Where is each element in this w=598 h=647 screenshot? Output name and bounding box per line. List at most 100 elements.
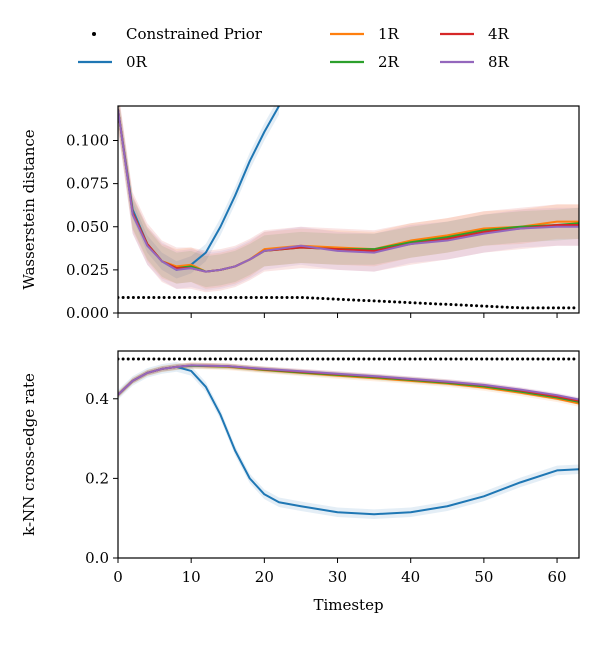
legend-label-constrained-prior: Constrained Prior	[126, 25, 263, 43]
prior-point	[413, 301, 417, 305]
band-1r	[118, 106, 579, 289]
prior-point	[316, 296, 320, 300]
prior-point	[557, 357, 561, 361]
prior-point	[439, 302, 443, 306]
prior-point	[495, 357, 499, 361]
prior-point	[249, 357, 253, 361]
prior-point	[331, 297, 335, 301]
prior-point	[352, 298, 356, 302]
prior-point	[254, 357, 258, 361]
prior-point	[377, 357, 381, 361]
prior-point	[326, 357, 330, 361]
prior-point	[131, 295, 135, 299]
prior-point	[341, 357, 345, 361]
prior-point	[464, 357, 468, 361]
prior-point	[352, 357, 356, 361]
plot-area	[118, 357, 579, 519]
prior-point	[557, 306, 561, 310]
prior-point	[521, 357, 525, 361]
prior-point	[490, 304, 494, 308]
prior-point	[280, 357, 284, 361]
legend-marker-constrained-prior	[92, 32, 96, 36]
prior-point	[459, 357, 463, 361]
x-tick-label: 20	[255, 568, 274, 586]
prior-point	[367, 299, 371, 303]
prior-point	[531, 306, 535, 310]
prior-point	[259, 295, 263, 299]
band-2r	[118, 362, 579, 405]
prior-point	[382, 357, 386, 361]
prior-point	[321, 297, 325, 301]
band-0r	[118, 362, 579, 519]
prior-point	[208, 357, 212, 361]
prior-point	[142, 357, 146, 361]
prior-point	[147, 357, 151, 361]
prior-point	[136, 295, 140, 299]
prior-point	[490, 357, 494, 361]
prior-point	[249, 295, 253, 299]
band-8r	[118, 362, 579, 402]
x-tick-label: 10	[182, 568, 201, 586]
prior-point	[208, 295, 212, 299]
prior-point	[239, 357, 243, 361]
prior-point	[372, 357, 376, 361]
prior-point	[121, 295, 125, 299]
prior-point	[485, 304, 489, 308]
prior-point	[516, 357, 520, 361]
legend-label-4r: 4R	[488, 25, 510, 43]
prior-point	[162, 295, 166, 299]
prior-point	[418, 357, 422, 361]
prior-point	[285, 295, 289, 299]
prior-point	[172, 295, 176, 299]
prior-point	[382, 299, 386, 303]
y-tick-label: 0.025	[66, 261, 109, 279]
prior-point	[362, 357, 366, 361]
prior-point	[300, 357, 304, 361]
prior-point	[321, 357, 325, 361]
prior-point	[162, 357, 166, 361]
prior-point	[300, 296, 304, 300]
prior-point	[126, 295, 130, 299]
prior-point	[357, 357, 361, 361]
y-axis-label: Wasserstein distance	[20, 129, 38, 289]
prior-point	[188, 357, 192, 361]
prior-point	[183, 295, 187, 299]
y-tick-label: 0.4	[85, 390, 109, 408]
prior-point	[177, 357, 181, 361]
prior-point	[280, 295, 284, 299]
y-tick-label: 0.075	[66, 175, 109, 193]
prior-point	[203, 357, 207, 361]
prior-point	[167, 295, 171, 299]
prior-point	[510, 305, 514, 309]
prior-point	[536, 306, 540, 310]
bottom-panel-knn: 0.0 0.2 0.4 0 10 20 30 40 50 60 k-NN cross-edge ra…	[20, 350, 580, 614]
prior-point	[403, 357, 407, 361]
prior-point	[377, 299, 381, 303]
prior-point	[526, 306, 530, 310]
prior-point	[254, 295, 258, 299]
prior-point	[541, 357, 545, 361]
prior-point	[413, 357, 417, 361]
prior-point	[316, 357, 320, 361]
prior-point	[224, 295, 228, 299]
prior-point	[505, 357, 509, 361]
prior-point	[434, 357, 438, 361]
prior-point	[367, 357, 371, 361]
prior-point	[521, 306, 525, 310]
x-tick-label: 30	[328, 568, 347, 586]
y-tick-label: 0.2	[85, 469, 109, 487]
prior-point	[183, 357, 187, 361]
prior-point	[546, 357, 550, 361]
prior-point	[567, 306, 571, 310]
prior-point	[244, 295, 248, 299]
prior-point	[393, 300, 397, 304]
prior-point	[387, 300, 391, 304]
prior-point	[418, 301, 422, 305]
legend-label-1r: 1R	[378, 25, 400, 43]
axes-frame	[117, 105, 580, 314]
prior-point	[526, 357, 530, 361]
prior-point	[480, 357, 484, 361]
prior-point	[347, 298, 350, 302]
prior-point	[500, 305, 504, 309]
prior-point	[485, 357, 489, 361]
